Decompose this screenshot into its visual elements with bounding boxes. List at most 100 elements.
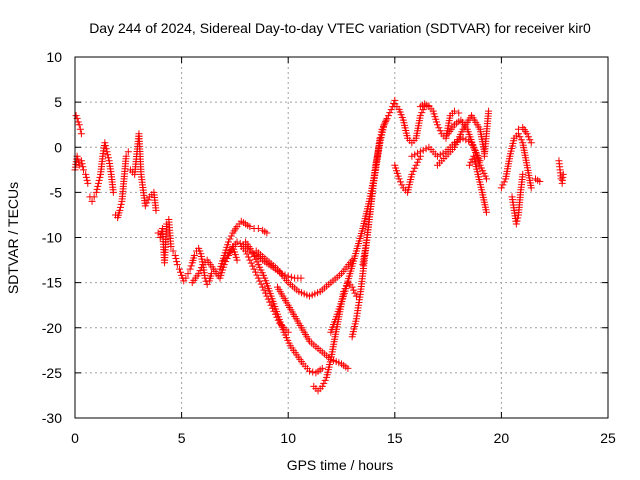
data-point <box>416 112 424 120</box>
data-point-fill <box>75 158 83 166</box>
data-point-fill <box>116 203 124 211</box>
data-point-fill <box>516 133 524 141</box>
data-point <box>306 367 314 375</box>
data-point-fill <box>102 145 110 153</box>
data-point <box>352 292 360 300</box>
data-point-fill <box>243 250 251 258</box>
data-point-fill <box>74 155 82 163</box>
data-point <box>92 188 100 196</box>
data-point <box>246 256 254 264</box>
y-tick-label: 5 <box>54 94 62 110</box>
data-point <box>497 184 505 192</box>
chart-title: Day 244 of 2024, Sidereal Day-to-day VTE… <box>89 20 591 36</box>
grid-lines <box>75 57 608 418</box>
data-point <box>225 238 233 246</box>
data-point <box>233 238 241 246</box>
data-point-fill <box>257 280 265 288</box>
data-point-fill <box>96 173 104 181</box>
data-point <box>348 283 356 291</box>
data-point <box>250 265 258 273</box>
data-point <box>122 152 130 160</box>
data-point-fill <box>309 368 317 376</box>
data-point-fill <box>93 185 101 193</box>
data-point <box>242 247 250 255</box>
data-point-fill <box>513 217 521 225</box>
data-point-fill <box>467 158 475 166</box>
data-point <box>523 130 531 138</box>
data-point <box>259 283 267 291</box>
y-tick-label: -30 <box>42 410 62 426</box>
y-axis-title: SDTVAR / TECUs <box>5 182 21 294</box>
data-point-fill <box>398 181 406 189</box>
data-point <box>103 148 111 156</box>
data-point <box>182 274 190 282</box>
data-point <box>254 274 262 282</box>
data-point-fill <box>320 379 328 387</box>
data-point <box>77 130 85 138</box>
data-point-fill <box>102 142 110 150</box>
x-tick-label: 10 <box>280 430 296 446</box>
x-tick-label: 15 <box>387 430 403 446</box>
data-point <box>75 121 83 129</box>
data-point-fill <box>382 118 390 126</box>
data-point <box>80 166 88 174</box>
data-point <box>455 109 463 117</box>
data-point-fill <box>419 146 427 154</box>
y-tick-label: -10 <box>42 230 62 246</box>
data-point <box>297 274 305 282</box>
data-point-fill <box>411 164 419 172</box>
data-point <box>90 193 98 201</box>
data-point-fill <box>287 273 295 281</box>
data-point-fill <box>227 232 235 240</box>
y-tick-label: -25 <box>42 365 62 381</box>
data-point-fill <box>244 253 252 261</box>
data-point-fill <box>411 151 419 159</box>
y-tick-label: 0 <box>54 139 62 155</box>
data-point <box>190 252 198 260</box>
data-point <box>171 252 179 260</box>
data-point-fill <box>396 178 404 186</box>
data-point <box>254 224 262 232</box>
data-point-fill <box>104 154 112 162</box>
data-point-fill <box>500 178 508 186</box>
data-point-fill <box>435 124 443 132</box>
data-point <box>152 206 160 214</box>
data-point-fill <box>78 160 86 168</box>
data-point-fill <box>187 262 195 270</box>
data-point <box>408 170 416 178</box>
data-point <box>94 179 102 187</box>
data-point <box>109 188 117 196</box>
y-tick-label: -15 <box>42 275 62 291</box>
data-point-fill <box>436 151 444 159</box>
data-point <box>395 175 403 183</box>
data-point-fill <box>94 182 102 190</box>
data-point-fill <box>196 267 204 275</box>
data-point-fill <box>177 268 185 276</box>
data-point <box>344 364 352 372</box>
data-point-fill <box>95 176 103 184</box>
data-point-fill <box>514 214 522 222</box>
data-point-fill <box>172 255 180 263</box>
axes: 0 5 10 15 20 25 -30 -25 -20 -15 -10 -5 0 5 10 <box>42 49 616 446</box>
data-point <box>186 265 194 273</box>
data-point <box>465 161 473 169</box>
data-point <box>116 206 124 214</box>
x-tick-label: 25 <box>600 430 616 446</box>
data-point <box>246 223 254 231</box>
data-point <box>557 175 565 183</box>
data-point <box>482 175 490 183</box>
data-point <box>101 139 109 147</box>
data-point-fill <box>386 109 394 117</box>
data-point <box>480 152 488 160</box>
data-point-fill <box>144 196 152 204</box>
data-point-fill <box>247 259 255 267</box>
data-point-fill <box>173 258 181 266</box>
data-point <box>88 197 96 205</box>
data-point-fill <box>83 176 91 184</box>
data-point-fill <box>117 200 125 208</box>
data-point <box>318 382 326 390</box>
x-tick-label: 5 <box>178 430 186 446</box>
data-point <box>167 243 175 251</box>
data-point-fill <box>517 136 525 144</box>
